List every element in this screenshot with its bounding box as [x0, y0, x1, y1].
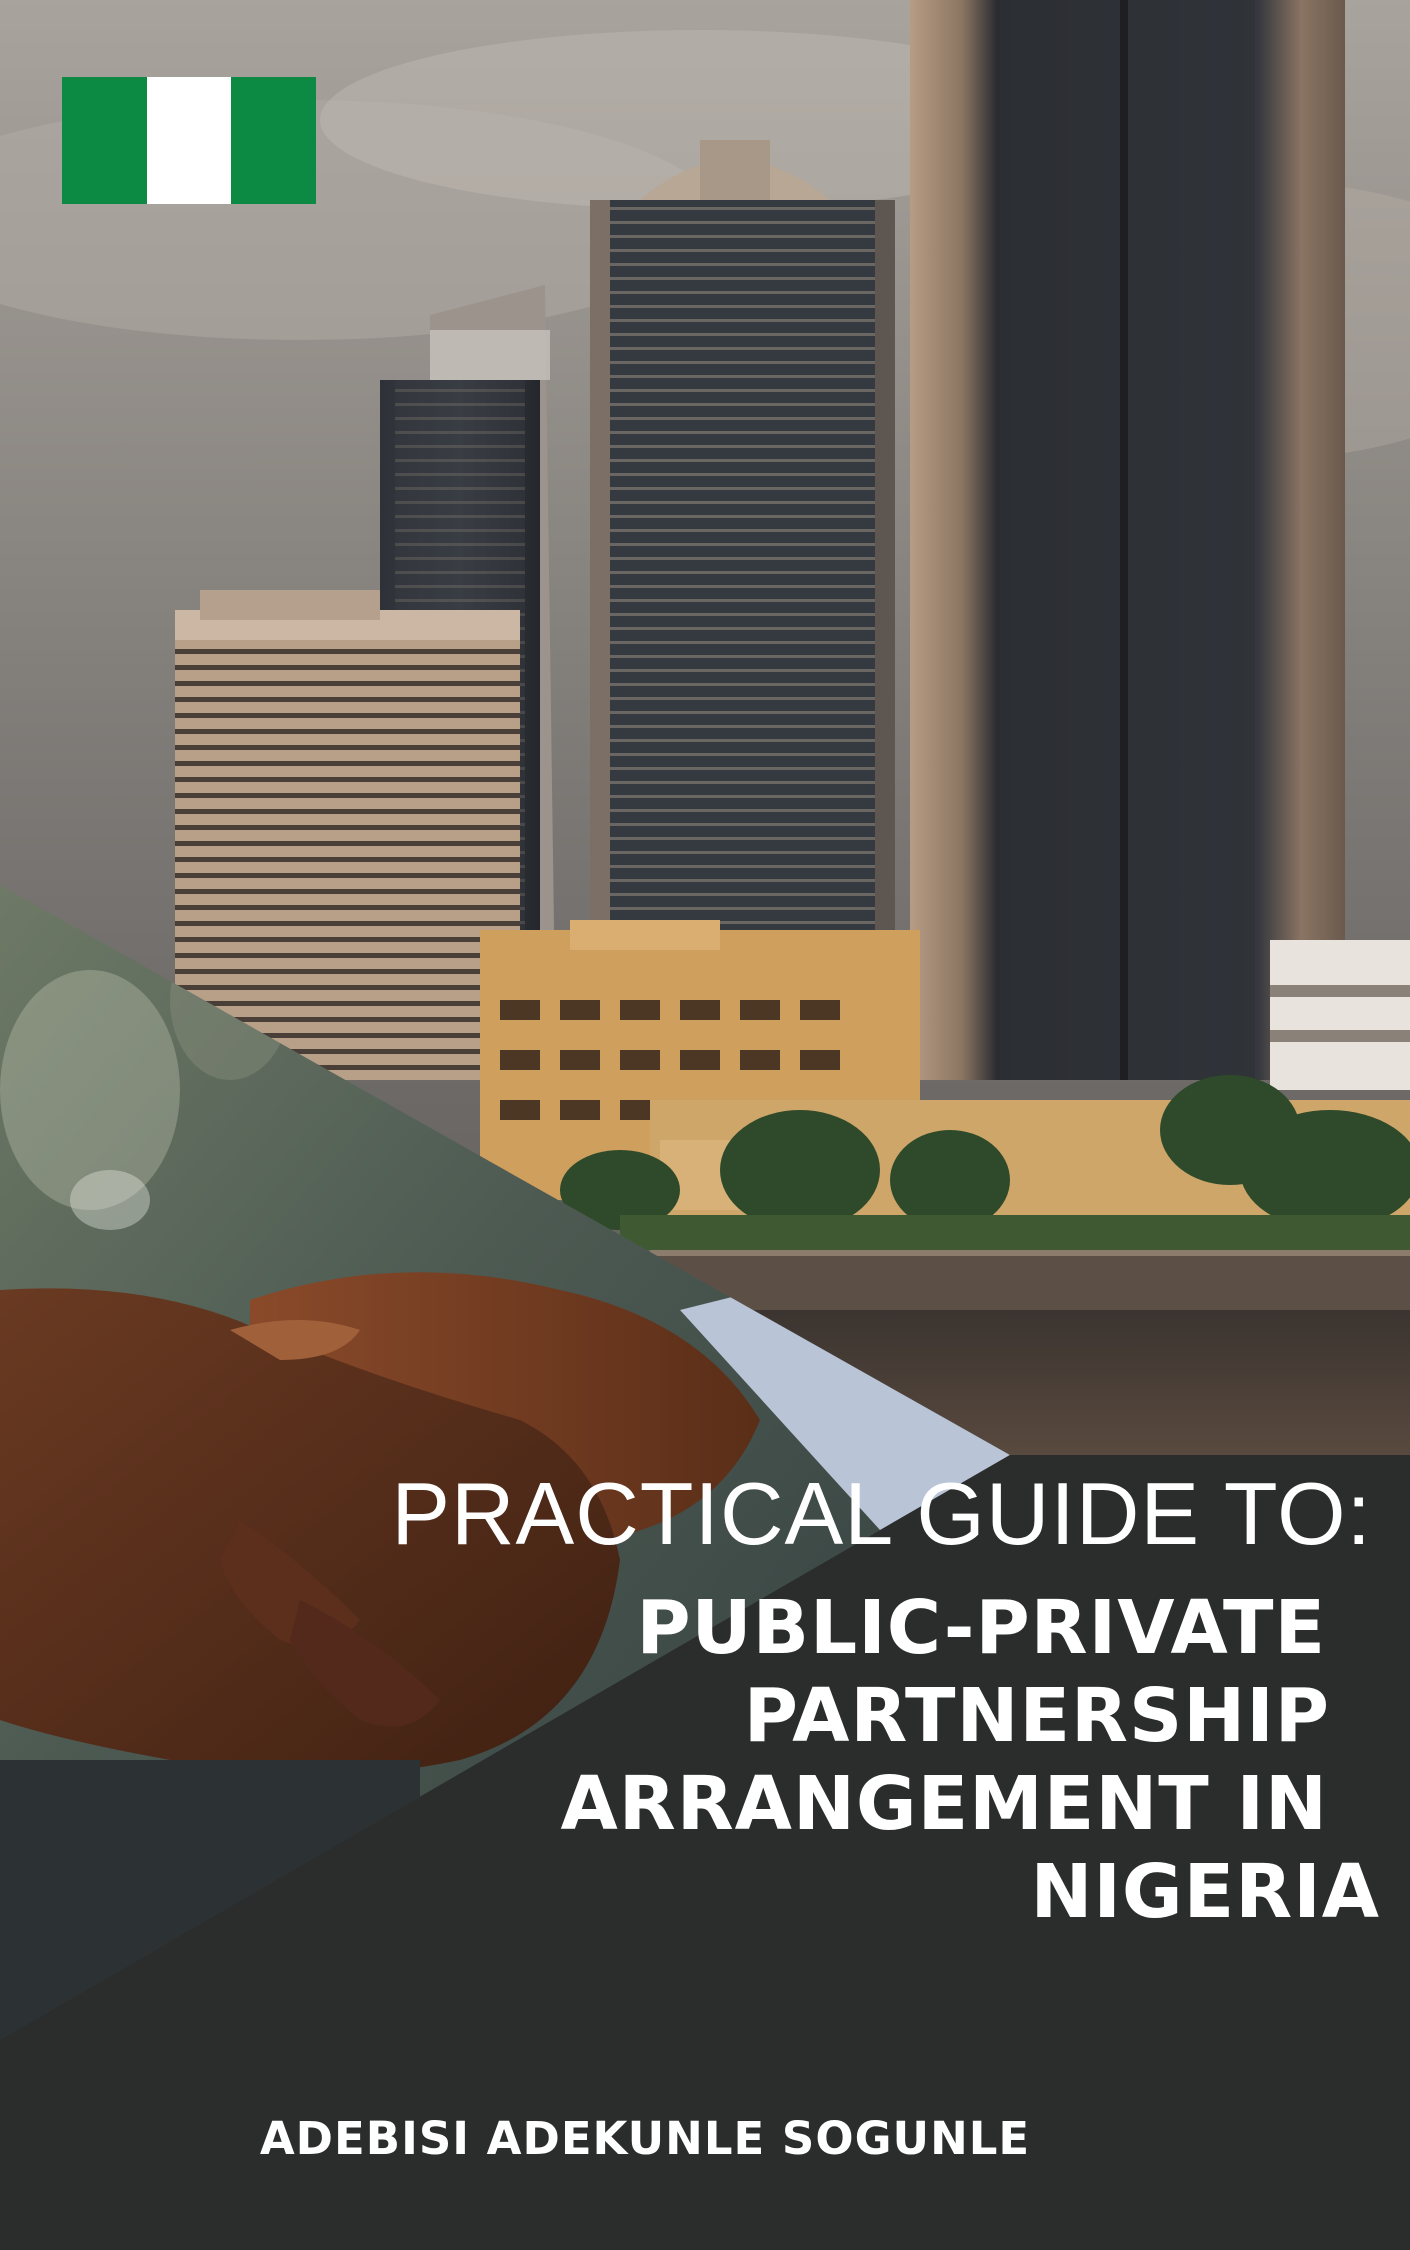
title-prefix: PRACTICAL GUIDE TO:	[391, 1464, 1372, 1563]
author-name: ADEBISI ADEKUNLE SOGUNLE	[259, 2112, 1031, 2165]
title-line-2: PARTNERSHIP	[743, 1673, 1330, 1760]
title-line-1: PUBLIC-PRIVATE	[636, 1585, 1326, 1671]
nigeria-flag	[62, 77, 317, 204]
city-skyline-photo	[0, 0, 1410, 1460]
book-title: PRACTICAL GUIDE TO: PUBLIC-PRIVATE PARTN…	[280, 1470, 1380, 1936]
flag-green-band-right	[231, 77, 317, 204]
flag-green-band-left	[62, 77, 147, 204]
title-line-3: ARRANGEMENT IN	[560, 1761, 1328, 1848]
author-name-wrap: ADEBISI ADEKUNLE SOGUNLE	[0, 2112, 1410, 2165]
flag-white-band	[146, 77, 232, 204]
title-main: PUBLIC-PRIVATE PARTNERSHIP ARRANGEMENT I…	[280, 1584, 1380, 1936]
title-line-4: NIGERIA	[1030, 1849, 1380, 1936]
